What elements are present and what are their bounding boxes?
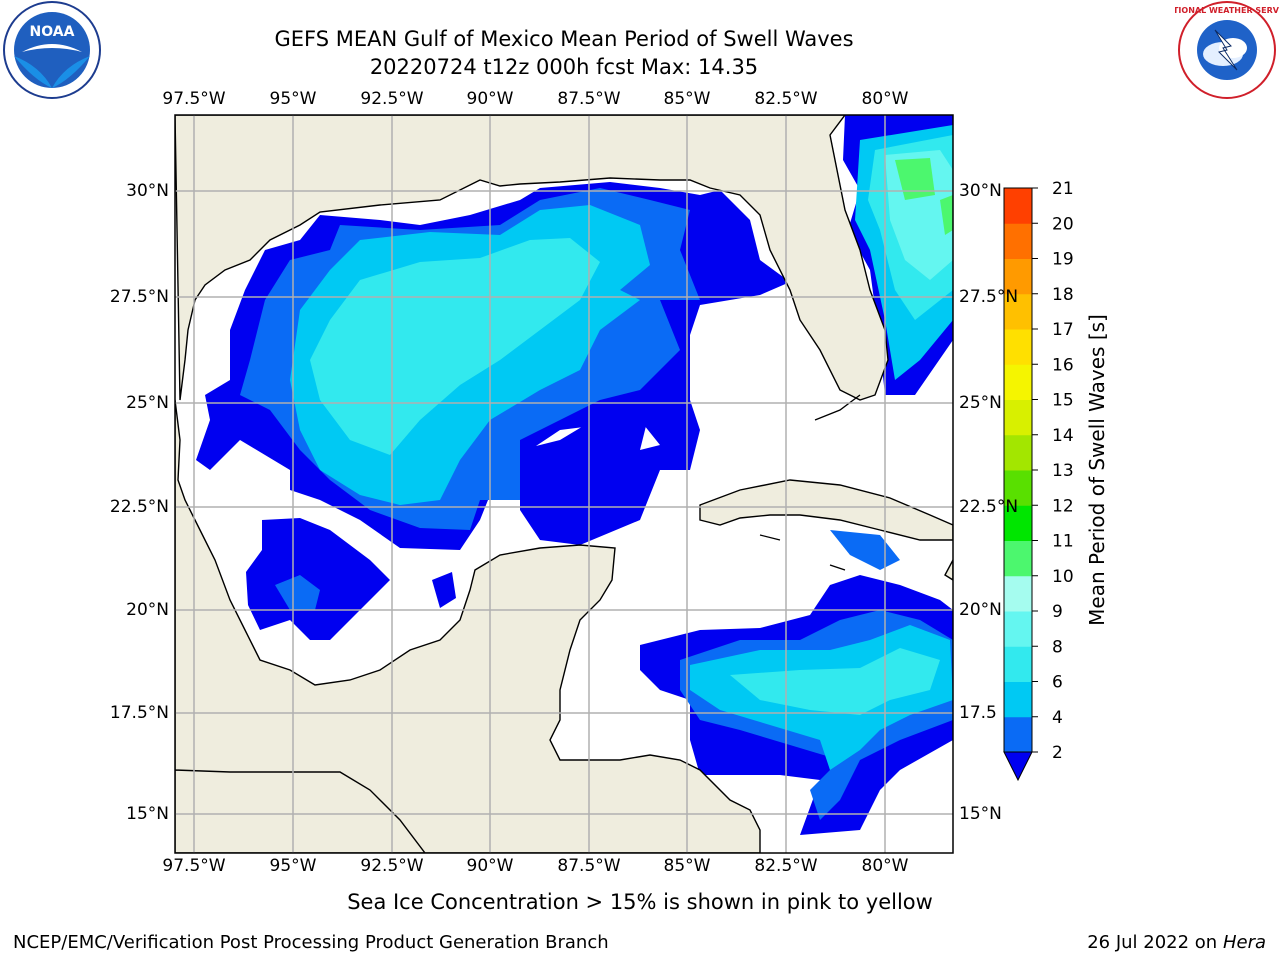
colorbar-tick-label: 11	[1052, 532, 1074, 552]
nws-logo-text: NATIONAL WEATHER SERVICE	[1175, 6, 1279, 15]
x-tick-bottom: 80°W	[861, 856, 909, 876]
y-tick-right: 25°N	[959, 393, 1002, 413]
y-tick-left: 27.5°N	[109, 287, 169, 307]
y-tick-left: 17.5°N	[109, 703, 169, 723]
colorbar-cell	[1004, 329, 1032, 365]
x-tick-top: 80°W	[861, 89, 909, 109]
footer-date: 26 Jul 2022 on Hera	[1087, 932, 1266, 953]
sea-ice-caption: Sea Ice Concentration > 15% is shown in …	[0, 890, 1280, 914]
x-tick-bottom: 92.5°W	[360, 856, 424, 876]
y-tick-left: 30°N	[126, 181, 169, 201]
colorbar-cell	[1004, 716, 1032, 753]
x-tick-top: 82.5°W	[754, 89, 818, 109]
colorbar-cell	[1004, 540, 1032, 577]
footer-date-text: 26 Jul 2022 on	[1087, 932, 1223, 953]
colorbar-tick-label: 12	[1052, 496, 1074, 516]
colorbar-cell	[1004, 434, 1032, 471]
noaa-logo: NOAA	[3, 1, 101, 99]
colorbar-tick-label: 8	[1052, 637, 1063, 657]
colorbar-cell	[1004, 505, 1032, 541]
colorbar-tick-label: 6	[1052, 673, 1063, 693]
colorbar-cell	[1004, 364, 1032, 400]
colorbar-cell	[1004, 470, 1032, 506]
nws-logo: NATIONAL WEATHER SERVICE	[1175, 1, 1279, 99]
x-tick-top: 87.5°W	[557, 89, 621, 109]
x-tick-bottom: 90°W	[466, 856, 514, 876]
chart-subtitle: 20220724 t12z 000h fcst Max: 14.35	[369, 55, 759, 79]
colorbar-tick-label: 10	[1052, 567, 1074, 587]
colorbar-tick-label: 14	[1052, 426, 1074, 446]
colorbar-tick-label: 17	[1052, 320, 1074, 340]
colorbar-cell	[1004, 575, 1032, 612]
graticule	[175, 115, 953, 853]
x-tick-bottom: 95°W	[269, 856, 317, 876]
colorbar-label: Mean Period of Swell Waves [s]	[1085, 314, 1109, 626]
colorbar-cell	[1004, 611, 1032, 647]
footer-host: Hera	[1222, 932, 1266, 953]
colorbar-cell	[1004, 681, 1032, 718]
keys-islands	[759, 394, 861, 571]
colorbar-cell	[1004, 188, 1032, 224]
colorbar-tick-label: 13	[1052, 461, 1074, 481]
x-tick-bottom: 97.5°W	[162, 856, 226, 876]
colorbar-tick-label: 18	[1052, 285, 1074, 305]
colorbar-tick-label: 20	[1052, 214, 1074, 234]
colorbar-tick-label: 15	[1052, 391, 1074, 411]
y-tick-left: 20°N	[126, 600, 169, 620]
y-tick-right: 17.5	[959, 703, 997, 723]
x-tick-top: 90°W	[466, 89, 514, 109]
colorbar-cell	[1004, 293, 1032, 330]
map-frame	[174, 114, 954, 854]
x-tick-top: 97.5°W	[162, 89, 226, 109]
colorbar-cell	[1004, 399, 1032, 436]
caption-text: Sea Ice Concentration > 15% is shown in …	[347, 890, 933, 914]
colorbar-tick-label: 21	[1052, 179, 1074, 199]
y-tick-right: 15°N	[959, 804, 1002, 824]
colorbar-cell	[1004, 646, 1032, 682]
colorbar: 2 4 6 8 9 10 11 12 13 14 15 16 17 18 19 20 21	[1003, 179, 1074, 782]
swell-period-fill	[175, 115, 953, 853]
colorbar-tick-label: 9	[1052, 602, 1063, 622]
colorbar-cell	[1004, 223, 1032, 259]
x-tick-top: 92.5°W	[360, 89, 424, 109]
colorbar-tick-label: 19	[1052, 250, 1074, 270]
y-tick-left: 25°N	[126, 393, 169, 413]
y-tick-left: 22.5°N	[109, 497, 169, 517]
y-tick-right: 22.5°N	[959, 497, 1019, 517]
y-tick-left: 15°N	[126, 804, 169, 824]
x-tick-bottom: 85°W	[663, 856, 711, 876]
colorbar-cell	[1004, 258, 1032, 295]
noaa-logo-text: NOAA	[30, 24, 75, 40]
x-tick-top: 95°W	[269, 89, 317, 109]
colorbar-tick-label: 4	[1052, 708, 1063, 728]
colorbar-tick-label: 16	[1052, 355, 1074, 375]
y-tick-right: 20°N	[959, 600, 1002, 620]
y-tick-right: 27.5°N	[959, 287, 1019, 307]
footer-credit: NCEP/EMC/Verification Post Processing Pr…	[13, 932, 609, 953]
y-tick-right: 30°N	[959, 181, 1002, 201]
colorbar-tick-label: 2	[1052, 743, 1063, 763]
chart-title: GEFS MEAN Gulf of Mexico Mean Period of …	[274, 27, 854, 51]
x-tick-bottom: 82.5°W	[754, 856, 818, 876]
x-tick-bottom: 87.5°W	[557, 856, 621, 876]
colorbar-under-arrow	[1003, 751, 1033, 782]
x-tick-top: 85°W	[663, 89, 711, 109]
